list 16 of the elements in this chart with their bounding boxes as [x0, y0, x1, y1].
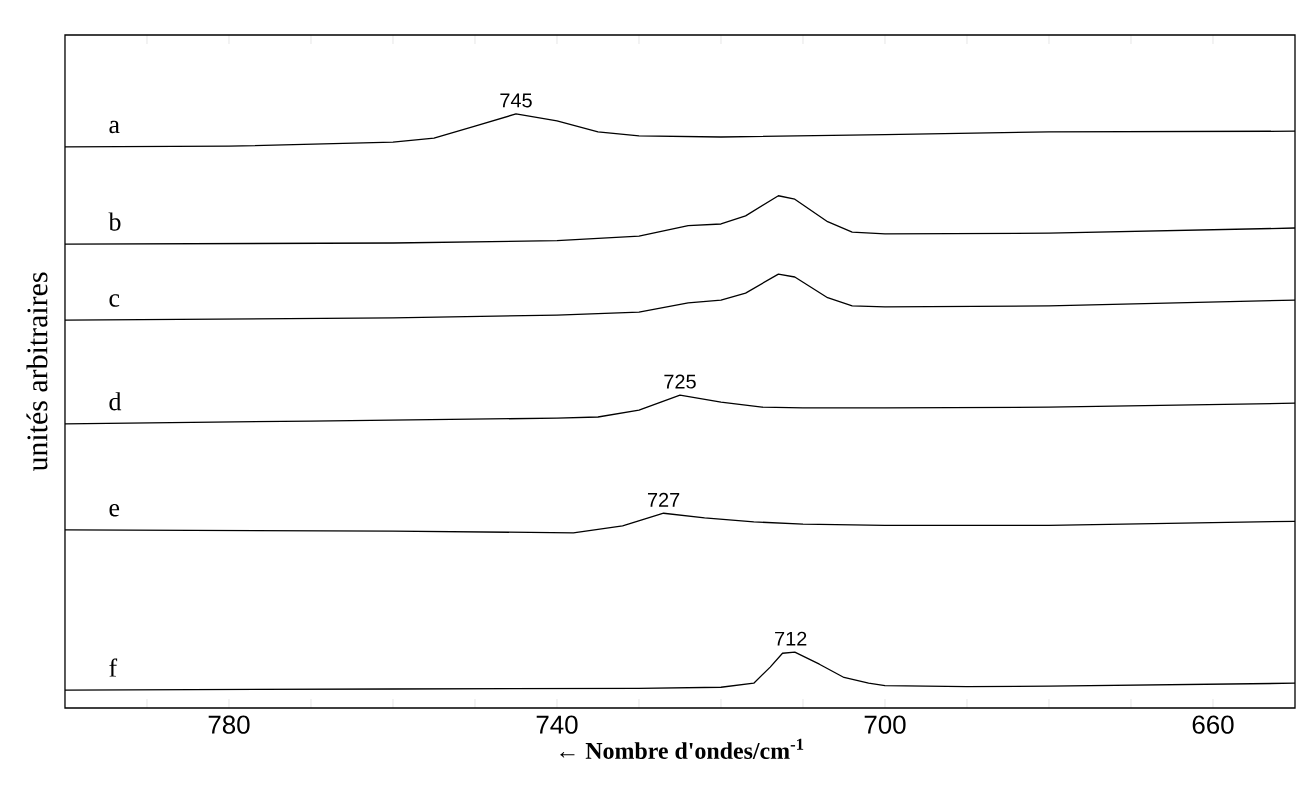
annotation: 725 — [664, 374, 696, 389]
annotation: 745 — [500, 93, 532, 108]
series-label: b — [108, 212, 121, 231]
x-axis-title: ← Nombre d'ondes/cm$^{-1}$ — [560, 738, 804, 759]
x-tick-label: 660 — [1192, 715, 1234, 734]
series-label: a — [109, 120, 120, 134]
x-tick-label: 740 — [536, 715, 578, 734]
series-label: d — [109, 392, 122, 411]
annotation: 727 — [647, 492, 680, 507]
x-tick-label: 700 — [864, 715, 906, 734]
series-label: e — [109, 503, 120, 517]
annotation: 712 — [775, 631, 807, 646]
series-label: f — [109, 658, 118, 677]
y-axis-title: unités arbitraires — [26, 272, 48, 472]
series-label: c — [109, 294, 120, 307]
x-tick-label: 780 — [208, 715, 250, 734]
